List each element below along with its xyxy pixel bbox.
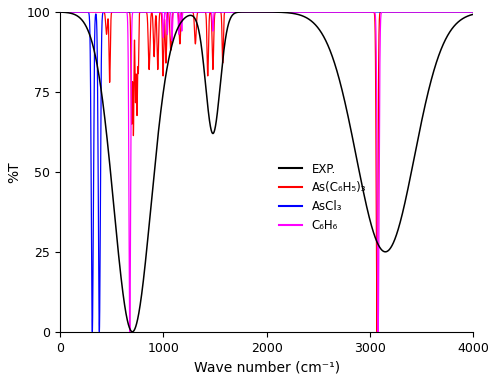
Legend: EXP., As(C₆H₅)₃, AsCl₃, C₆H₆: EXP., As(C₆H₅)₃, AsCl₃, C₆H₆ (274, 158, 371, 237)
Y-axis label: %T: %T (7, 161, 21, 182)
X-axis label: Wave number (cm⁻¹): Wave number (cm⁻¹) (193, 360, 340, 374)
